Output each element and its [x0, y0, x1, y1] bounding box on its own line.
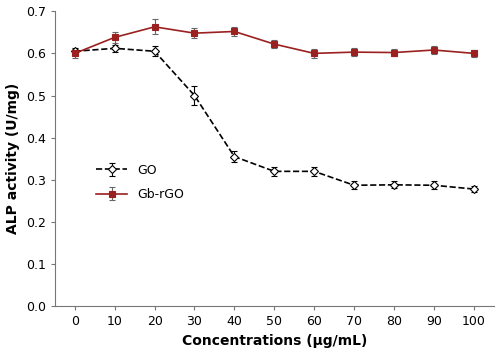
- X-axis label: Concentrations (μg/mL): Concentrations (μg/mL): [182, 334, 367, 348]
- Y-axis label: ALP activity (U/mg): ALP activity (U/mg): [6, 83, 20, 234]
- Legend: GO, Gb-rGO: GO, Gb-rGO: [96, 164, 184, 201]
